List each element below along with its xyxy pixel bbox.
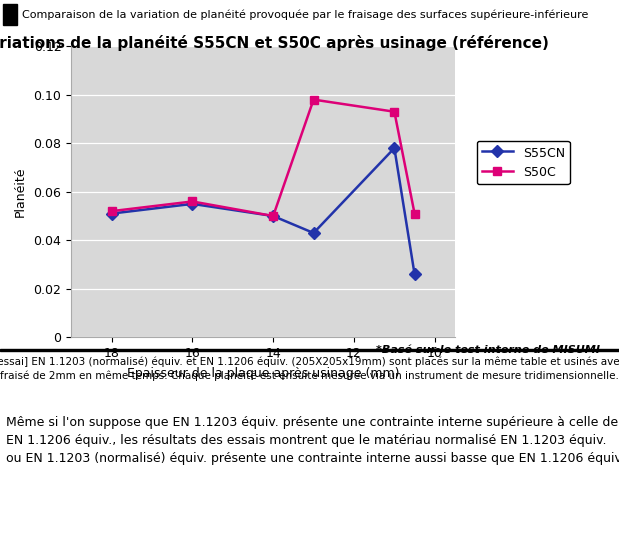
Text: Comparaison de la variation de planéité provoquée par le fraisage des surfaces s: Comparaison de la variation de planéité … [22, 9, 588, 20]
S50C [411, 211, 418, 217]
Text: [Méthode d'essai] EN 1.1203 (normalisé) équiv. et EN 1.1206 équiv. (205X205x19mm: [Méthode d'essai] EN 1.1203 (normalisé) … [0, 356, 619, 381]
Y-axis label: Planéité: Planéité [14, 166, 27, 217]
Text: Variations de la planéité S55CN et S50C après usinage (référence): Variations de la planéité S55CN et S50C … [0, 35, 548, 51]
S50C [108, 208, 115, 214]
Line: S55CN: S55CN [108, 144, 418, 279]
S50C [189, 198, 196, 205]
Legend: S55CN, S50C: S55CN, S50C [477, 141, 570, 184]
Line: S50C: S50C [108, 95, 418, 220]
S55CN [310, 230, 318, 236]
S50C [310, 96, 318, 103]
S50C [391, 108, 398, 115]
S50C [269, 213, 277, 219]
Text: Même si l'on suppose que EN 1.1203 équiv. présente une contrainte interne supéri: Même si l'on suppose que EN 1.1203 équiv… [6, 416, 619, 465]
S55CN [108, 211, 115, 217]
S55CN [189, 201, 196, 207]
S55CN [411, 271, 418, 277]
Text: *Basé sur le test interne de MISUMI: *Basé sur le test interne de MISUMI [376, 345, 600, 355]
S55CN [269, 213, 277, 219]
Bar [3, 4, 17, 26]
S55CN [391, 145, 398, 151]
X-axis label: Epaisseur de la plaque après usinage (mm): Epaisseur de la plaque après usinage (mm… [127, 367, 399, 380]
